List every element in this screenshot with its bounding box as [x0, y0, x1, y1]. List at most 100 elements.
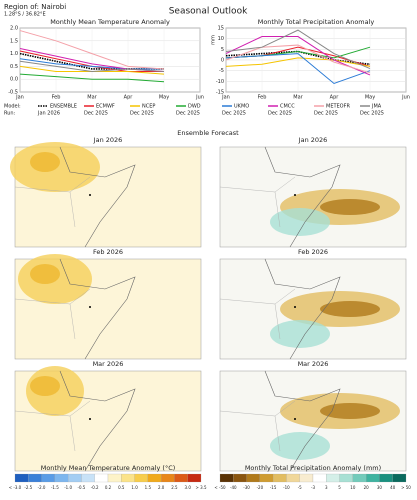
- legend-label: JMA: [371, 104, 382, 110]
- chart-title: Monthly Mean Temperature Anomaly: [50, 18, 170, 26]
- x-tick-label: Mar: [293, 95, 303, 101]
- legend-run: Dec 2025: [130, 111, 154, 117]
- colorbar-tick: 1.0: [131, 485, 138, 490]
- location: [89, 194, 91, 196]
- series-line: [225, 44, 371, 74]
- x-tick-label: Jan: [221, 95, 230, 101]
- colorbar-tick: 40: [390, 485, 396, 490]
- colorbar-swatch: [246, 473, 260, 483]
- colorbar-swatch: [134, 473, 148, 483]
- colorbar-swatch: [352, 473, 367, 483]
- colorbar-swatch: [259, 473, 274, 483]
- borders: [14, 288, 91, 340]
- y-tick-label: 5: [221, 47, 224, 53]
- colorbar-swatch: [161, 473, 175, 483]
- coords: 1.28°S / 36.82°E: [4, 12, 46, 18]
- series-line: [225, 29, 371, 69]
- colorbar-swatch: [379, 473, 393, 483]
- map-anomaly: [320, 199, 380, 215]
- maps: Jan 2026 Jan 2026 Feb 2026 Feb 2026 Mar 2026…: [10, 136, 407, 472]
- colorbar-tick: -15: [270, 485, 277, 490]
- location: [294, 418, 296, 420]
- legend-run: Dec 2025: [360, 111, 384, 117]
- colorbar-swatch: [233, 473, 247, 483]
- series-line: [19, 73, 165, 83]
- colorbar-swatch: [121, 473, 135, 483]
- y-tick-label: -5: [219, 68, 224, 74]
- x-tick-label: May: [365, 95, 375, 101]
- legend-label: ENSEMBLE: [50, 104, 77, 110]
- x-tick-label: Jan: [15, 95, 24, 101]
- colorbar-swatch: [94, 473, 109, 483]
- y-tick-label: 2.0: [10, 26, 18, 32]
- borders: [219, 288, 296, 340]
- colorbar-swatch: [14, 473, 29, 483]
- series-line: [19, 52, 164, 70]
- map-title: Feb 2026: [93, 248, 123, 256]
- borders: [219, 400, 296, 452]
- page-title: Seasonal Outlook: [169, 7, 248, 17]
- colorbar-swatch: [326, 473, 340, 483]
- legend-run: Dec 2025: [268, 111, 292, 117]
- colorbar-tick: -3: [311, 485, 315, 490]
- location: [89, 306, 91, 308]
- x-tick-label: Feb: [258, 95, 267, 101]
- x-tick-label: Jun: [401, 95, 410, 101]
- colorbar-tick: -40: [230, 485, 237, 490]
- forecast-title: Ensemble Forecast: [177, 129, 239, 137]
- colorbar-label: Monthly Total Precipitation Anomaly (mm): [245, 464, 381, 472]
- colorbar-tick: -2.5: [24, 485, 32, 490]
- colorbar-swatch: [187, 473, 202, 483]
- x-tick-label: Jun: [195, 95, 204, 101]
- legend-run: Jan 2026: [37, 111, 60, 117]
- map-anomaly: [30, 376, 60, 396]
- y-axis-label: mm: [211, 35, 217, 45]
- colorbar-swatch: [299, 473, 314, 483]
- colorbar-swatch: [28, 473, 42, 483]
- series-line: [225, 53, 371, 85]
- x-tick-label: May: [159, 95, 169, 101]
- colorbar-tick: 20: [364, 485, 370, 490]
- x-tick-label: Feb: [52, 95, 61, 101]
- coastline: [59, 146, 136, 248]
- map-title: Mar 2026: [93, 360, 124, 368]
- map-anomaly: [270, 208, 330, 236]
- y-tick-label: 1.0: [10, 51, 18, 57]
- location: [294, 306, 296, 308]
- map-title: Jan 2026: [93, 136, 123, 144]
- location: [89, 418, 91, 420]
- y-tick-label: -10: [216, 79, 224, 85]
- colorbar-swatch: [81, 473, 95, 483]
- colorbar-swatch: [219, 473, 234, 483]
- colorbar-tick: 2.5: [171, 485, 178, 490]
- colorbar-tick: > 50: [401, 485, 411, 490]
- coastline: [264, 146, 341, 248]
- coastline: [264, 370, 341, 472]
- colorbar-tick: 1.5: [145, 485, 152, 490]
- legend-run-label: Run:: [4, 111, 16, 117]
- colorbar-tick: < -50: [214, 485, 226, 490]
- y-tick-label: 15: [218, 26, 224, 32]
- map-anomaly: [30, 152, 60, 172]
- y-tick-label: 10: [218, 36, 224, 42]
- series-line: [19, 60, 165, 73]
- y-tick-label: -15: [216, 90, 224, 96]
- colorbar-swatch: [273, 473, 287, 483]
- colorbar-tick: -5: [298, 485, 302, 490]
- legend-run: Dec 2025: [84, 111, 108, 117]
- map-title: Jan 2026: [298, 136, 328, 144]
- x-tick-label: Apr: [330, 95, 340, 101]
- legend-label: NCEP: [142, 104, 155, 110]
- colorbar-tick: -10: [283, 485, 290, 490]
- borders: [14, 176, 91, 228]
- borders: [14, 400, 91, 452]
- colorbar-swatch: [68, 473, 82, 483]
- y-tick-label: 0.5: [10, 64, 18, 70]
- colorbar-tick: 2.0: [158, 485, 165, 490]
- y-tick-label: 0: [221, 58, 224, 64]
- colorbar-tick: 0.2: [105, 485, 112, 490]
- series-line: [225, 57, 371, 67]
- legend-label: METEOFR: [326, 104, 350, 110]
- y-tick-label: -0.5: [8, 90, 18, 96]
- map-anomaly: [270, 320, 330, 348]
